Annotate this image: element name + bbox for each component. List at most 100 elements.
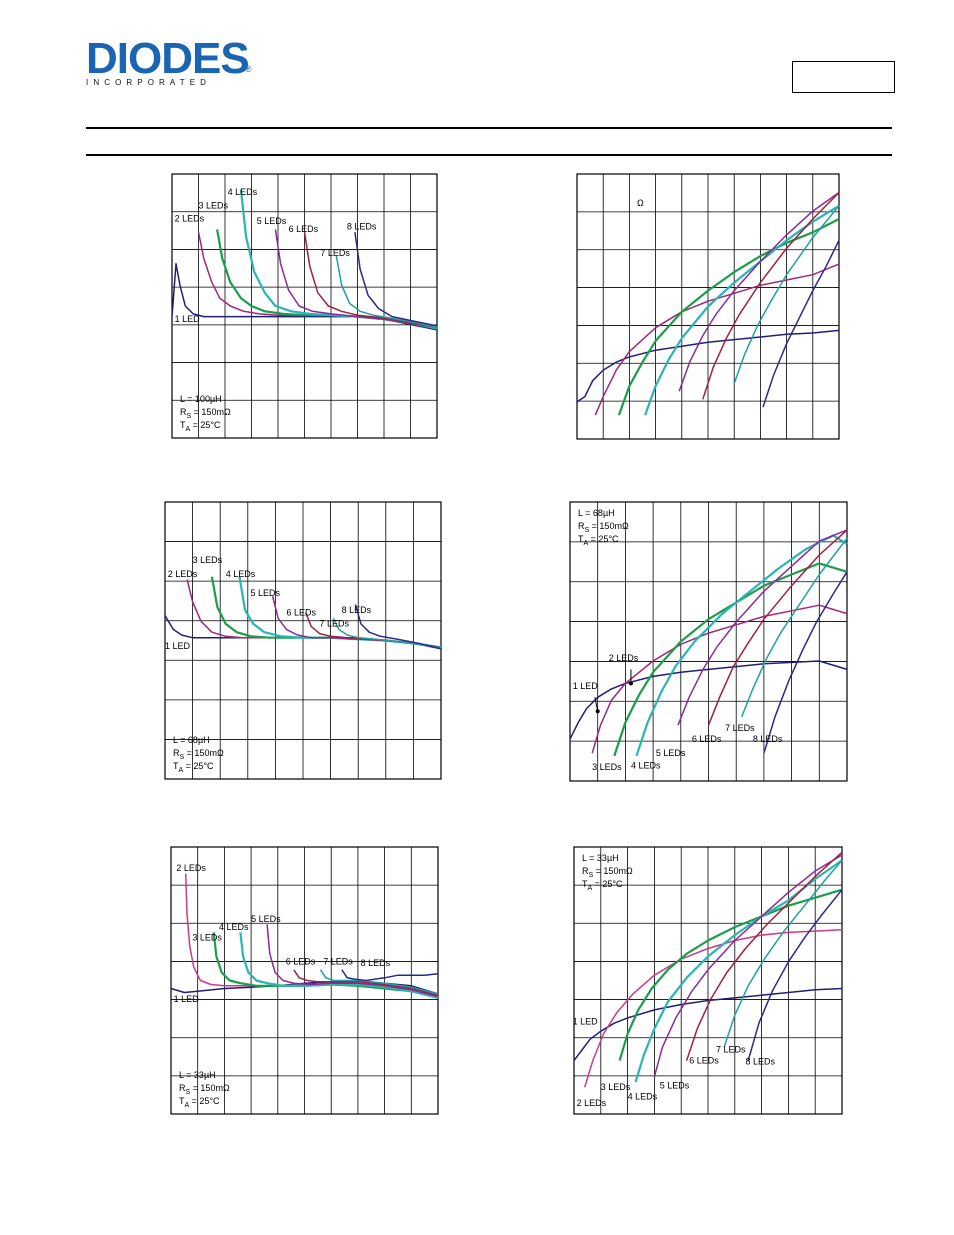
condition-text: TA = 25°C bbox=[582, 879, 623, 892]
series-label: 8 LEDs bbox=[342, 605, 372, 615]
condition-text: TA = 25°C bbox=[179, 1096, 220, 1109]
series-label: 1 LED bbox=[165, 641, 191, 651]
series-label: 3 LEDs bbox=[193, 555, 223, 565]
series-label: 4 LEDs bbox=[628, 1091, 658, 1101]
series-line-6-leds bbox=[702, 191, 840, 400]
series-line-5-leds bbox=[266, 924, 439, 998]
series-label: 2 LEDs bbox=[577, 1098, 607, 1108]
series-label: 4 LEDs bbox=[631, 760, 661, 770]
series-line-7-leds bbox=[332, 617, 442, 649]
series-label: 1 LED bbox=[573, 1017, 599, 1027]
header-rule-top bbox=[86, 127, 892, 129]
series-label: 4 LEDs bbox=[226, 569, 256, 579]
label-arrow bbox=[594, 697, 599, 712]
part-number-box bbox=[792, 61, 895, 93]
series-label: 7 LEDs bbox=[716, 1045, 746, 1055]
series-line-6-leds bbox=[685, 851, 843, 1061]
condition-text: RS = 150mΩ bbox=[180, 407, 231, 420]
series-line-8-leds bbox=[341, 969, 439, 982]
label-arrow-head bbox=[628, 681, 633, 686]
series-line-2-leds bbox=[184, 873, 439, 998]
series-line-8-leds bbox=[762, 239, 840, 408]
condition-text: L = 33µH bbox=[179, 1070, 216, 1080]
series-label: 7 LEDs bbox=[323, 956, 353, 966]
series-line-7-leds bbox=[741, 537, 848, 718]
series-label: 3 LEDs bbox=[199, 200, 229, 210]
condition-text: TA = 25°C bbox=[578, 534, 619, 547]
series-label: 2 LEDs bbox=[175, 214, 205, 224]
series-line-3-leds bbox=[613, 562, 848, 757]
header-rule-bottom bbox=[86, 154, 892, 156]
condition-text: L = 68µH bbox=[578, 508, 615, 518]
series-line-4-leds bbox=[239, 932, 439, 999]
logo-text: DIODES bbox=[86, 34, 250, 83]
chart-c2: Ω bbox=[576, 173, 840, 440]
series-label: 6 LEDs bbox=[289, 224, 319, 234]
series-line-6-leds bbox=[707, 529, 848, 726]
series-label: 2 LEDs bbox=[168, 569, 198, 579]
series-label: 1 LED bbox=[175, 314, 201, 324]
plot-frame bbox=[569, 501, 848, 782]
series-label: 4 LEDs bbox=[228, 187, 258, 197]
series-line-7-leds bbox=[733, 205, 840, 384]
series-label: 1 LED bbox=[573, 681, 599, 691]
series-line-5-leds bbox=[678, 191, 840, 392]
series-label: 2 LEDs bbox=[176, 863, 206, 873]
series-line-7-leds bbox=[723, 859, 843, 1048]
series-label: 5 LEDs bbox=[251, 914, 281, 924]
condition-text: L = 33µH bbox=[582, 853, 619, 863]
series-label: 6 LEDs bbox=[689, 1055, 719, 1065]
plot-frame bbox=[170, 846, 439, 1115]
series-label: 7 LEDs bbox=[320, 248, 350, 258]
series-label: 1 LED bbox=[174, 994, 200, 1004]
series-label: 6 LEDs bbox=[692, 734, 722, 744]
series-line-6-leds bbox=[293, 969, 439, 996]
series-label: 5 LEDs bbox=[660, 1081, 690, 1091]
series-label: 6 LEDs bbox=[286, 608, 316, 618]
series-line-2-leds bbox=[197, 231, 438, 328]
plot-frame bbox=[171, 173, 438, 439]
series-label: 5 LEDs bbox=[251, 588, 281, 598]
series-line-8-leds bbox=[354, 604, 442, 650]
series-label: 6 LEDs bbox=[286, 956, 316, 966]
series-line-6-leds bbox=[303, 231, 438, 328]
condition-text: L = 68µH bbox=[173, 735, 210, 745]
condition-text: TA = 25°C bbox=[180, 420, 221, 433]
condition-text: RS = 150mΩ bbox=[179, 1083, 230, 1096]
series-line-1-led bbox=[569, 660, 848, 740]
series-line-7-leds bbox=[335, 255, 438, 328]
series-label: 3 LEDs bbox=[601, 1082, 631, 1092]
series-line-2-leds bbox=[591, 604, 848, 754]
series-label: 2 LEDs bbox=[609, 653, 639, 663]
plot-frame bbox=[576, 173, 840, 440]
series-label: 5 LEDs bbox=[257, 216, 287, 226]
series-line-1-led bbox=[573, 987, 843, 1062]
series-label: 8 LEDs bbox=[361, 958, 391, 968]
series-line-2-leds bbox=[594, 263, 840, 416]
label-arrow-head bbox=[595, 709, 600, 714]
series-label: 5 LEDs bbox=[656, 748, 686, 758]
series-label: 8 LEDs bbox=[753, 734, 783, 744]
series-line-8-leds bbox=[747, 889, 843, 1061]
condition-text: L = 100µH bbox=[180, 394, 222, 404]
plot-frame bbox=[573, 846, 843, 1115]
series-label: 3 LEDs bbox=[592, 762, 622, 772]
series-label: 8 LEDs bbox=[347, 221, 377, 231]
plot-frame bbox=[164, 501, 442, 780]
series-label: 7 LEDs bbox=[320, 619, 350, 629]
series-label: 8 LEDs bbox=[746, 1057, 776, 1067]
logo-registered-mark: ® bbox=[245, 64, 252, 74]
series-line-4-leds bbox=[239, 189, 438, 330]
series-label: 4 LEDs bbox=[219, 922, 249, 932]
series-line-4-leds bbox=[644, 204, 840, 416]
series-line-5-leds bbox=[677, 529, 848, 726]
condition-text: TA = 25°C bbox=[173, 761, 214, 774]
series-line-8-leds bbox=[763, 571, 848, 754]
series-label: 7 LEDs bbox=[725, 723, 755, 733]
diodes-logo: DIODES ® INCORPORATED bbox=[86, 34, 256, 90]
